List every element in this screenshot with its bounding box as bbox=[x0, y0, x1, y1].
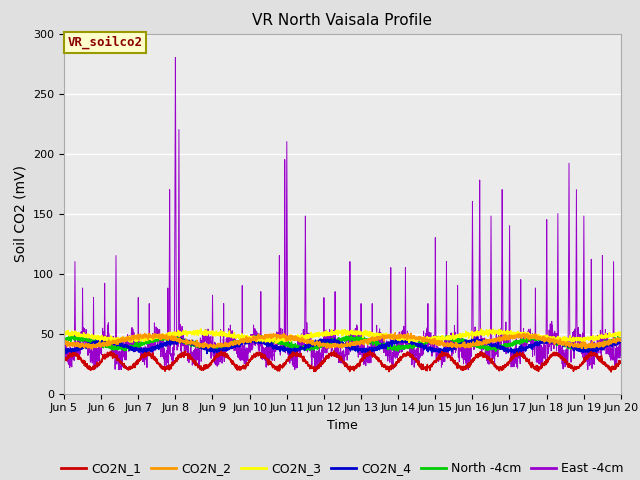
CO2N_2 bbox=[157, 336, 164, 342]
CO2N_2 bbox=[60, 342, 68, 348]
North -4cm bbox=[170, 333, 178, 338]
CO2N_4 bbox=[547, 337, 554, 343]
CO2N_2 bbox=[88, 346, 96, 352]
Legend: CO2N_1, CO2N_2, CO2N_3, CO2N_4, North -4cm, East -4cm: CO2N_1, CO2N_2, CO2N_3, CO2N_4, North -4… bbox=[56, 457, 629, 480]
Text: VR_soilco2: VR_soilco2 bbox=[68, 36, 143, 49]
North -4cm bbox=[606, 340, 614, 346]
East -4cm bbox=[157, 346, 164, 351]
CO2N_1 bbox=[298, 354, 305, 360]
CO2N_1 bbox=[546, 354, 554, 360]
CO2N_1 bbox=[157, 365, 164, 371]
CO2N_3 bbox=[617, 330, 625, 336]
CO2N_2 bbox=[274, 332, 282, 337]
CO2N_2 bbox=[124, 335, 132, 340]
Line: CO2N_3: CO2N_3 bbox=[64, 329, 621, 343]
East -4cm bbox=[60, 346, 68, 352]
CO2N_4 bbox=[157, 342, 164, 348]
CO2N_4 bbox=[298, 345, 305, 351]
CO2N_2 bbox=[606, 339, 614, 345]
CO2N_4 bbox=[606, 340, 614, 346]
North -4cm bbox=[60, 335, 68, 341]
CO2N_2 bbox=[547, 337, 554, 343]
Line: CO2N_1: CO2N_1 bbox=[64, 351, 621, 372]
East -4cm bbox=[172, 55, 179, 60]
East -4cm bbox=[298, 334, 306, 339]
CO2N_4 bbox=[511, 351, 518, 357]
East -4cm bbox=[547, 321, 554, 327]
CO2N_3 bbox=[606, 333, 614, 338]
CO2N_2 bbox=[298, 339, 306, 345]
CO2N_4 bbox=[617, 339, 625, 345]
CO2N_3 bbox=[60, 332, 68, 337]
North -4cm bbox=[617, 337, 625, 343]
CO2N_1 bbox=[60, 358, 68, 363]
CO2N_3 bbox=[157, 334, 164, 339]
CO2N_1 bbox=[606, 366, 614, 372]
CO2N_3 bbox=[298, 332, 306, 337]
CO2N_4 bbox=[60, 346, 68, 352]
North -4cm bbox=[124, 346, 131, 351]
Line: CO2N_4: CO2N_4 bbox=[64, 337, 621, 354]
CO2N_1 bbox=[366, 348, 374, 354]
North -4cm bbox=[298, 345, 306, 350]
CO2N_3 bbox=[124, 337, 131, 343]
CO2N_1 bbox=[124, 365, 131, 371]
East -4cm bbox=[617, 339, 625, 345]
Title: VR North Vaisala Profile: VR North Vaisala Profile bbox=[252, 13, 433, 28]
CO2N_4 bbox=[474, 335, 481, 340]
CO2N_2 bbox=[392, 330, 399, 336]
North -4cm bbox=[492, 348, 499, 354]
East -4cm bbox=[124, 332, 132, 337]
Line: CO2N_2: CO2N_2 bbox=[64, 333, 621, 349]
CO2N_4 bbox=[274, 345, 282, 350]
CO2N_2 bbox=[617, 338, 625, 344]
Y-axis label: Soil CO2 (mV): Soil CO2 (mV) bbox=[13, 165, 28, 262]
CO2N_3 bbox=[274, 338, 282, 344]
X-axis label: Time: Time bbox=[327, 419, 358, 432]
CO2N_1 bbox=[617, 359, 625, 364]
North -4cm bbox=[274, 338, 282, 344]
CO2N_3 bbox=[197, 326, 205, 332]
CO2N_1 bbox=[274, 367, 282, 372]
CO2N_1 bbox=[607, 369, 615, 375]
East -4cm bbox=[115, 367, 122, 372]
CO2N_3 bbox=[547, 334, 554, 339]
CO2N_3 bbox=[272, 340, 280, 346]
North -4cm bbox=[157, 336, 164, 342]
East -4cm bbox=[274, 340, 282, 346]
CO2N_4 bbox=[124, 342, 131, 348]
North -4cm bbox=[547, 336, 554, 342]
Line: North -4cm: North -4cm bbox=[64, 336, 621, 351]
East -4cm bbox=[606, 352, 614, 358]
Line: East -4cm: East -4cm bbox=[64, 58, 621, 370]
